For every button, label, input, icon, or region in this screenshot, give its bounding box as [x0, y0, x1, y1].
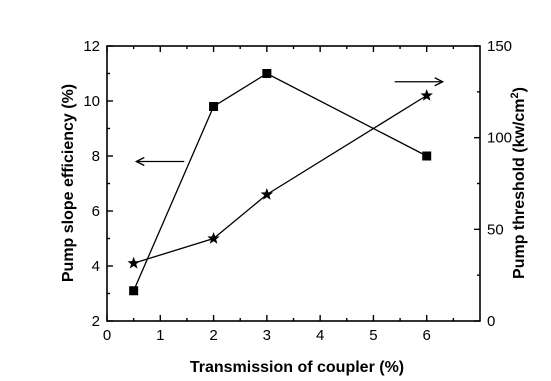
- square-marker: [262, 69, 272, 78]
- left-y-tick-label: 4: [92, 258, 100, 275]
- x-axis-title: Transmission of coupler (%): [190, 359, 404, 376]
- x-tick-label: 3: [263, 327, 271, 344]
- left-y-tick-label: 12: [83, 38, 100, 55]
- square-marker: [129, 286, 139, 296]
- left-y-tick-label: 10: [83, 93, 100, 110]
- right-y-axis-title: Pump threshold (kw/cm2): [509, 87, 528, 279]
- square-marker: [209, 102, 219, 111]
- x-tick-label: 2: [209, 327, 217, 344]
- x-tick-label: 6: [423, 327, 431, 344]
- left-y-tick-label: 8: [92, 148, 100, 165]
- annotation-arrows: [134, 77, 445, 167]
- x-tick-label: 5: [369, 327, 377, 344]
- slope-efficiency-line: [133, 72, 428, 292]
- left-axis-arrow: [134, 156, 185, 167]
- right-y-tick-label: 0: [487, 313, 495, 330]
- pump-threshold-line: [133, 94, 428, 264]
- left-y-tick-label: 2: [92, 313, 100, 330]
- square-marker: [422, 151, 432, 161]
- x-tick-label: 1: [156, 327, 164, 344]
- right-y-axis-title-close: ): [511, 87, 528, 92]
- left-y-tick-label: 6: [92, 203, 100, 220]
- star-marker: [127, 256, 140, 269]
- x-axis-ticks: 0 1 2 3 4 5 6: [103, 46, 455, 344]
- x-tick-label: 0: [103, 327, 111, 344]
- arrow-head: [434, 77, 445, 87]
- series-layer: [127, 69, 433, 296]
- right-y-tick-label: 100: [487, 130, 512, 147]
- star-marker: [207, 232, 220, 244]
- right-y-axis-title-main: Pump threshold (kw/cm: [511, 98, 528, 278]
- right-y-tick-label: 50: [487, 221, 504, 238]
- right-axis-arrow: [394, 77, 445, 87]
- right-y-axis-title-superscript: 2: [509, 92, 521, 98]
- left-y-axis-title: Pump slope efficiency (%): [60, 84, 77, 282]
- arrow-head: [134, 156, 145, 167]
- right-y-tick-label: 150: [487, 38, 512, 55]
- x-tick-label: 4: [316, 327, 324, 344]
- right-y-axis-ticks: 0 50 100 150: [474, 38, 512, 330]
- star-marker: [420, 89, 433, 101]
- left-y-axis-ticks: 2 4 6 8 10 12: [83, 38, 113, 330]
- star-marker: [260, 188, 274, 200]
